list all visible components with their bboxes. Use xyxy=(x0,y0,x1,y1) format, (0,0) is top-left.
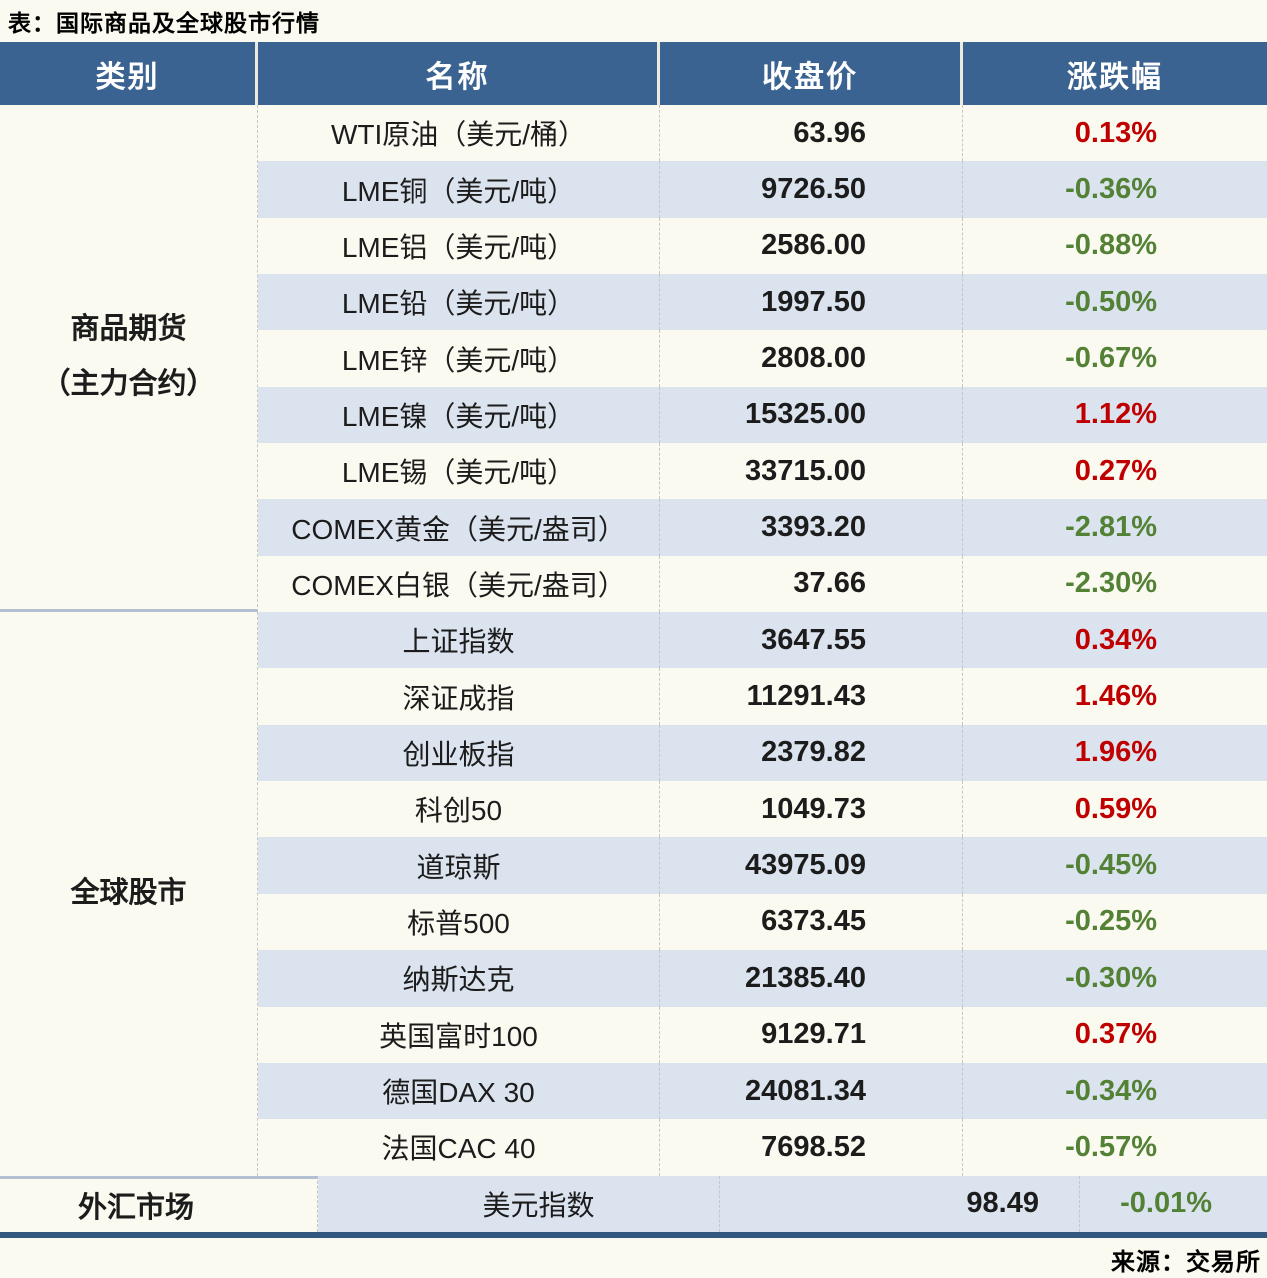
category-cell-forex-market: 外汇市场 xyxy=(0,1175,318,1232)
name-cell: LME铜（美元/吨） xyxy=(258,161,660,218)
change-cell: -0.45% xyxy=(963,837,1267,894)
change-cell: -0.34% xyxy=(963,1062,1267,1120)
name-cell: 法国CAC 40 xyxy=(258,1119,660,1176)
change-cell: 0.13% xyxy=(1074,116,1157,149)
change-cell: -0.25% xyxy=(1065,905,1157,938)
close-price-cell: 6373.45 xyxy=(660,893,963,951)
change-cell: 0.27% xyxy=(1074,454,1157,487)
header-change: 涨跌幅 xyxy=(1067,60,1163,94)
name-cell: 纳斯达克 xyxy=(258,950,660,1007)
change-cell: 1.96% xyxy=(963,724,1267,782)
header-close-price: 收盘价 xyxy=(660,42,963,105)
table-bottom-border xyxy=(0,1232,1267,1238)
header-name: 名称 xyxy=(258,42,660,105)
change-cell: 0.37% xyxy=(1074,1018,1157,1051)
name-cell: 深证成指 xyxy=(258,668,660,725)
change-cell: -0.57% xyxy=(1065,1130,1157,1163)
close-price-cell: 2808.00 xyxy=(660,330,963,387)
close-price-cell: 2586.00 xyxy=(660,217,963,275)
change-cell: -0.30% xyxy=(963,950,1267,1007)
name-cell: LME锡（美元/吨） xyxy=(258,443,660,500)
category-cell-global-stocks: 全球股市 xyxy=(0,612,258,1176)
name-cell: LME铝（美元/吨） xyxy=(258,217,660,275)
header-category: 类别 xyxy=(0,42,258,105)
change-cell: -2.30% xyxy=(1065,567,1157,600)
page-title: 表：国际商品及全球股市行情 xyxy=(8,10,320,36)
category-label-line2: （主力合约） xyxy=(41,368,216,401)
close-price-cell: 9726.50 xyxy=(660,161,963,218)
table-body: 商品期货 （主力合约） 全球股市 WTI原油（美元/桶） 63.96 0.13% LME铜（… xyxy=(0,105,1267,1176)
change-cell: -0.88% xyxy=(1065,229,1157,262)
forex-row: 外汇市场 美元指数 98.49 -0.01% xyxy=(0,1175,1267,1232)
table-header-row: 类别 名称 收盘价 涨跌幅 xyxy=(0,42,1267,105)
change-cell: -0.67% xyxy=(1065,342,1157,375)
category-cell-commodity-futures: 商品期货 （主力合约） xyxy=(0,105,258,613)
change-cell: -0.36% xyxy=(963,161,1267,218)
change-cell: 0.34% xyxy=(963,612,1267,669)
name-cell: 创业板指 xyxy=(258,724,660,782)
name-cell: 英国富时100 xyxy=(258,1006,660,1063)
close-price-cell: 21385.40 xyxy=(660,950,963,1007)
close-price-cell: 43975.09 xyxy=(660,837,963,894)
close-price-cell: 3393.20 xyxy=(660,499,963,556)
category-label-line1: 商品期货 xyxy=(70,312,187,345)
source-note: 来源：交易所 xyxy=(1111,1249,1261,1276)
change-cell: 1.12% xyxy=(963,386,1267,444)
change-cell: 0.59% xyxy=(1074,792,1157,825)
change-cell: 1.46% xyxy=(1074,680,1157,713)
name-cell: COMEX白银（美元/盎司） xyxy=(258,555,660,613)
close-price-cell: 33715.00 xyxy=(660,443,963,500)
change-cell: -0.01% xyxy=(1080,1175,1267,1232)
change-cell: -2.81% xyxy=(963,499,1267,556)
name-cell: WTI原油（美元/桶） xyxy=(258,105,660,162)
close-price-cell: 9129.71 xyxy=(660,1006,963,1063)
close-price-cell: 63.96 xyxy=(660,105,963,162)
name-cell: 美元指数 xyxy=(318,1175,720,1232)
name-cell: 上证指数 xyxy=(258,612,660,669)
close-price-cell: 15325.00 xyxy=(660,386,963,444)
close-price-cell: 11291.43 xyxy=(660,668,963,725)
close-price-cell: 24081.34 xyxy=(660,1062,963,1120)
close-price-cell: 37.66 xyxy=(660,555,963,613)
name-cell: LME镍（美元/吨） xyxy=(258,386,660,444)
name-cell: 科创50 xyxy=(258,781,660,838)
name-cell: LME锌（美元/吨） xyxy=(258,330,660,387)
close-price-cell: 98.49 xyxy=(720,1175,1080,1232)
close-price-cell: 7698.52 xyxy=(660,1119,963,1176)
name-cell: 道琼斯 xyxy=(258,837,660,894)
close-price-cell: 2379.82 xyxy=(660,724,963,782)
close-price-cell: 1997.50 xyxy=(660,274,963,331)
close-price-cell: 1049.73 xyxy=(660,781,963,838)
change-cell: -0.50% xyxy=(963,274,1267,331)
close-price-cell: 3647.55 xyxy=(660,612,963,669)
name-cell: 标普500 xyxy=(258,893,660,951)
name-cell: COMEX黄金（美元/盎司） xyxy=(258,499,660,556)
name-cell: 德国DAX 30 xyxy=(258,1062,660,1120)
name-cell: LME铅（美元/吨） xyxy=(258,274,660,331)
